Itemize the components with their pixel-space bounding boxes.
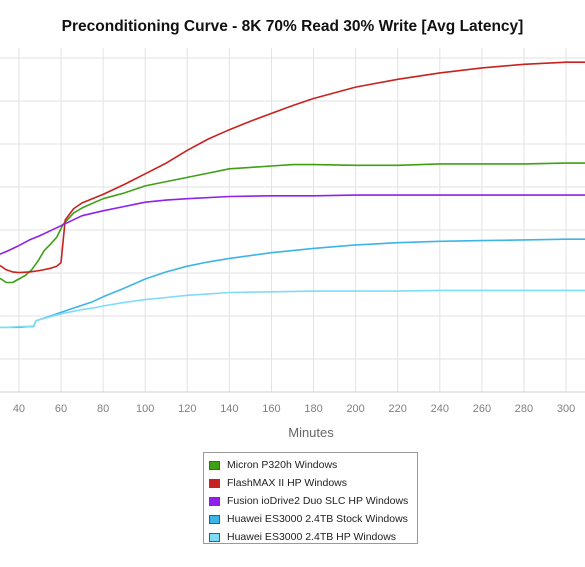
x-tick-label: 40 xyxy=(13,403,25,415)
series-line-2 xyxy=(0,61,585,274)
legend-swatch xyxy=(209,460,220,470)
legend-swatch xyxy=(209,514,220,524)
legend-item-3[interactable]: Fusion ioDrive2 Duo SLC HP Windows xyxy=(209,492,417,510)
legend-label: FlashMAX II HP Windows xyxy=(227,477,348,489)
x-tick-label: 280 xyxy=(515,403,533,415)
x-tick-label: 220 xyxy=(389,403,407,415)
legend-item-5[interactable]: Huawei ES3000 2.4TB HP Windows xyxy=(209,528,417,546)
legend-item-1[interactable]: Micron P320h Windows xyxy=(209,456,417,474)
series-line-5 xyxy=(0,289,585,329)
x-tick-label: 120 xyxy=(178,403,196,415)
x-tick-labels: 40 60 80 100 120 140 160 180 200 220 240 260 280 300 xyxy=(13,403,575,415)
series-lines xyxy=(0,61,585,329)
x-tick-label: 240 xyxy=(431,403,449,415)
legend: Micron P320h Windows FlashMAX II HP Windo… xyxy=(203,452,418,544)
legend-label: Micron P320h Windows xyxy=(227,459,338,471)
legend-label: Fusion ioDrive2 Duo SLC HP Windows xyxy=(227,495,409,507)
legend-label: Huawei ES3000 2.4TB Stock Windows xyxy=(227,513,408,525)
x-tick-label: 260 xyxy=(473,403,491,415)
chart-title: Preconditioning Curve - 8K 70% Read 30% … xyxy=(61,18,524,35)
x-tick-label: 60 xyxy=(55,403,67,415)
series-line-3 xyxy=(0,194,585,255)
legend-swatch xyxy=(209,532,220,542)
legend-item-2[interactable]: FlashMAX II HP Windows xyxy=(209,474,417,492)
x-tick-label: 160 xyxy=(262,403,280,415)
x-tick-label: 180 xyxy=(304,403,322,415)
legend-item-4[interactable]: Huawei ES3000 2.4TB Stock Windows xyxy=(209,510,417,528)
legend-label: Huawei ES3000 2.4TB HP Windows xyxy=(227,531,397,543)
x-tick-label: 200 xyxy=(346,403,364,415)
x-tick-label: 100 xyxy=(136,403,154,415)
legend-swatch xyxy=(209,478,220,488)
series-line-1 xyxy=(0,162,585,284)
x-axis-title: Minutes xyxy=(288,425,334,440)
x-tick-label: 80 xyxy=(97,403,109,415)
legend-swatch xyxy=(209,496,220,506)
series-line-4 xyxy=(0,238,585,329)
x-tick-label: 140 xyxy=(220,403,238,415)
gridlines xyxy=(0,48,585,393)
x-tick-label: 300 xyxy=(557,403,575,415)
